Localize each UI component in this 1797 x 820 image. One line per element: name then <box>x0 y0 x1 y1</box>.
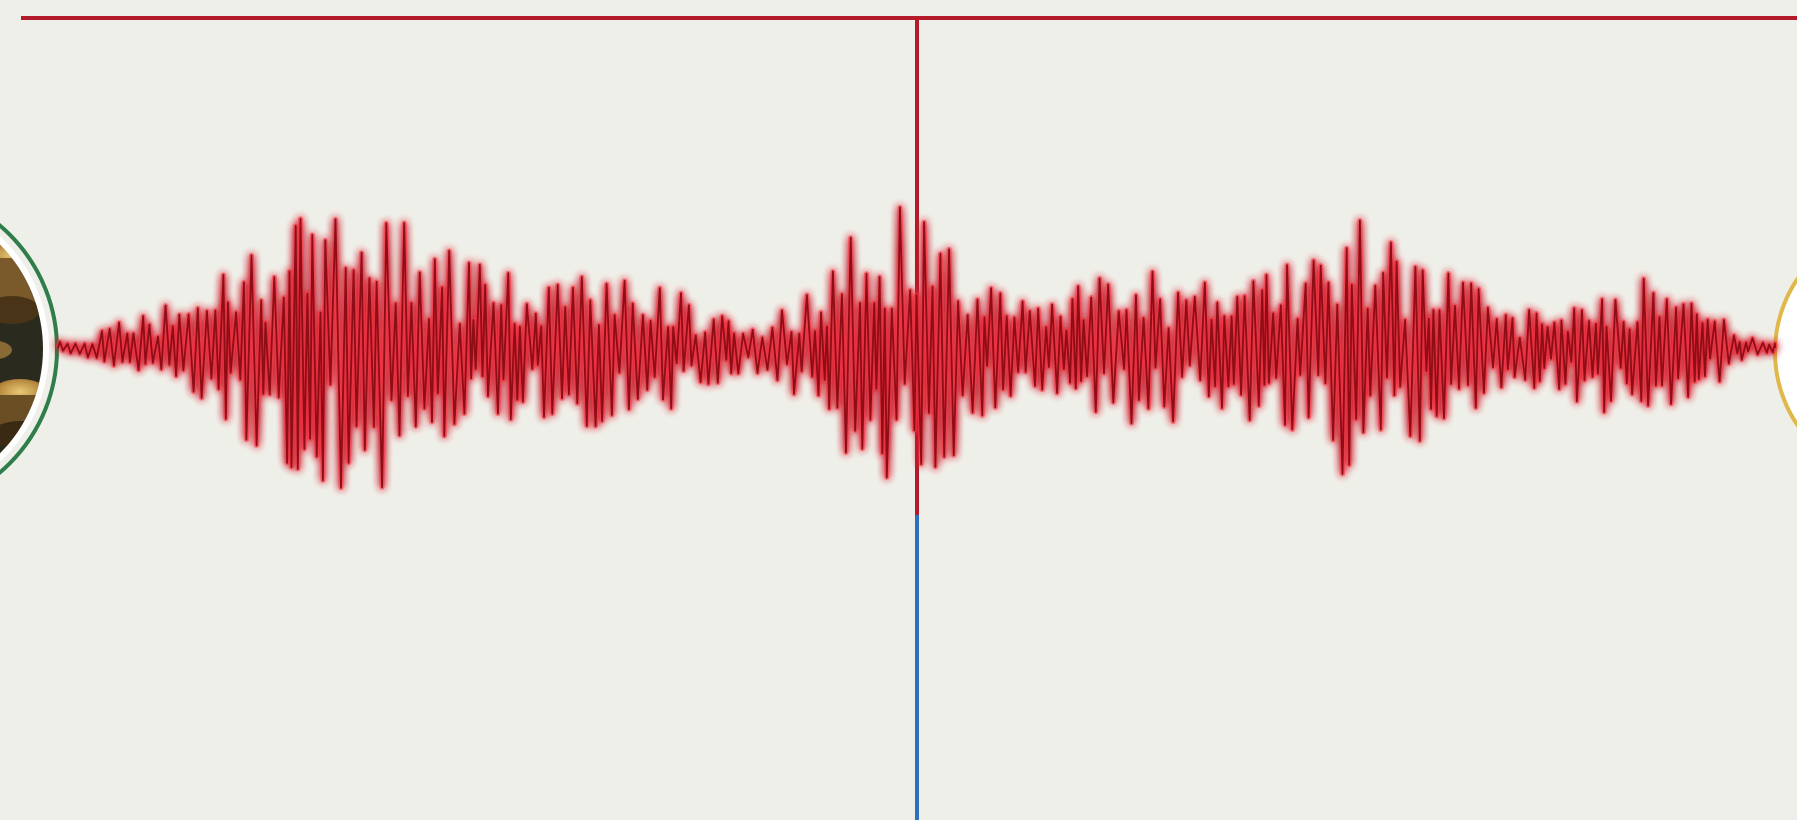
waveform-group <box>55 204 1778 491</box>
coins-medallion-icon <box>0 223 59 475</box>
waveform-path <box>57 206 1776 489</box>
gold-medallion-icon <box>1773 276 1797 428</box>
